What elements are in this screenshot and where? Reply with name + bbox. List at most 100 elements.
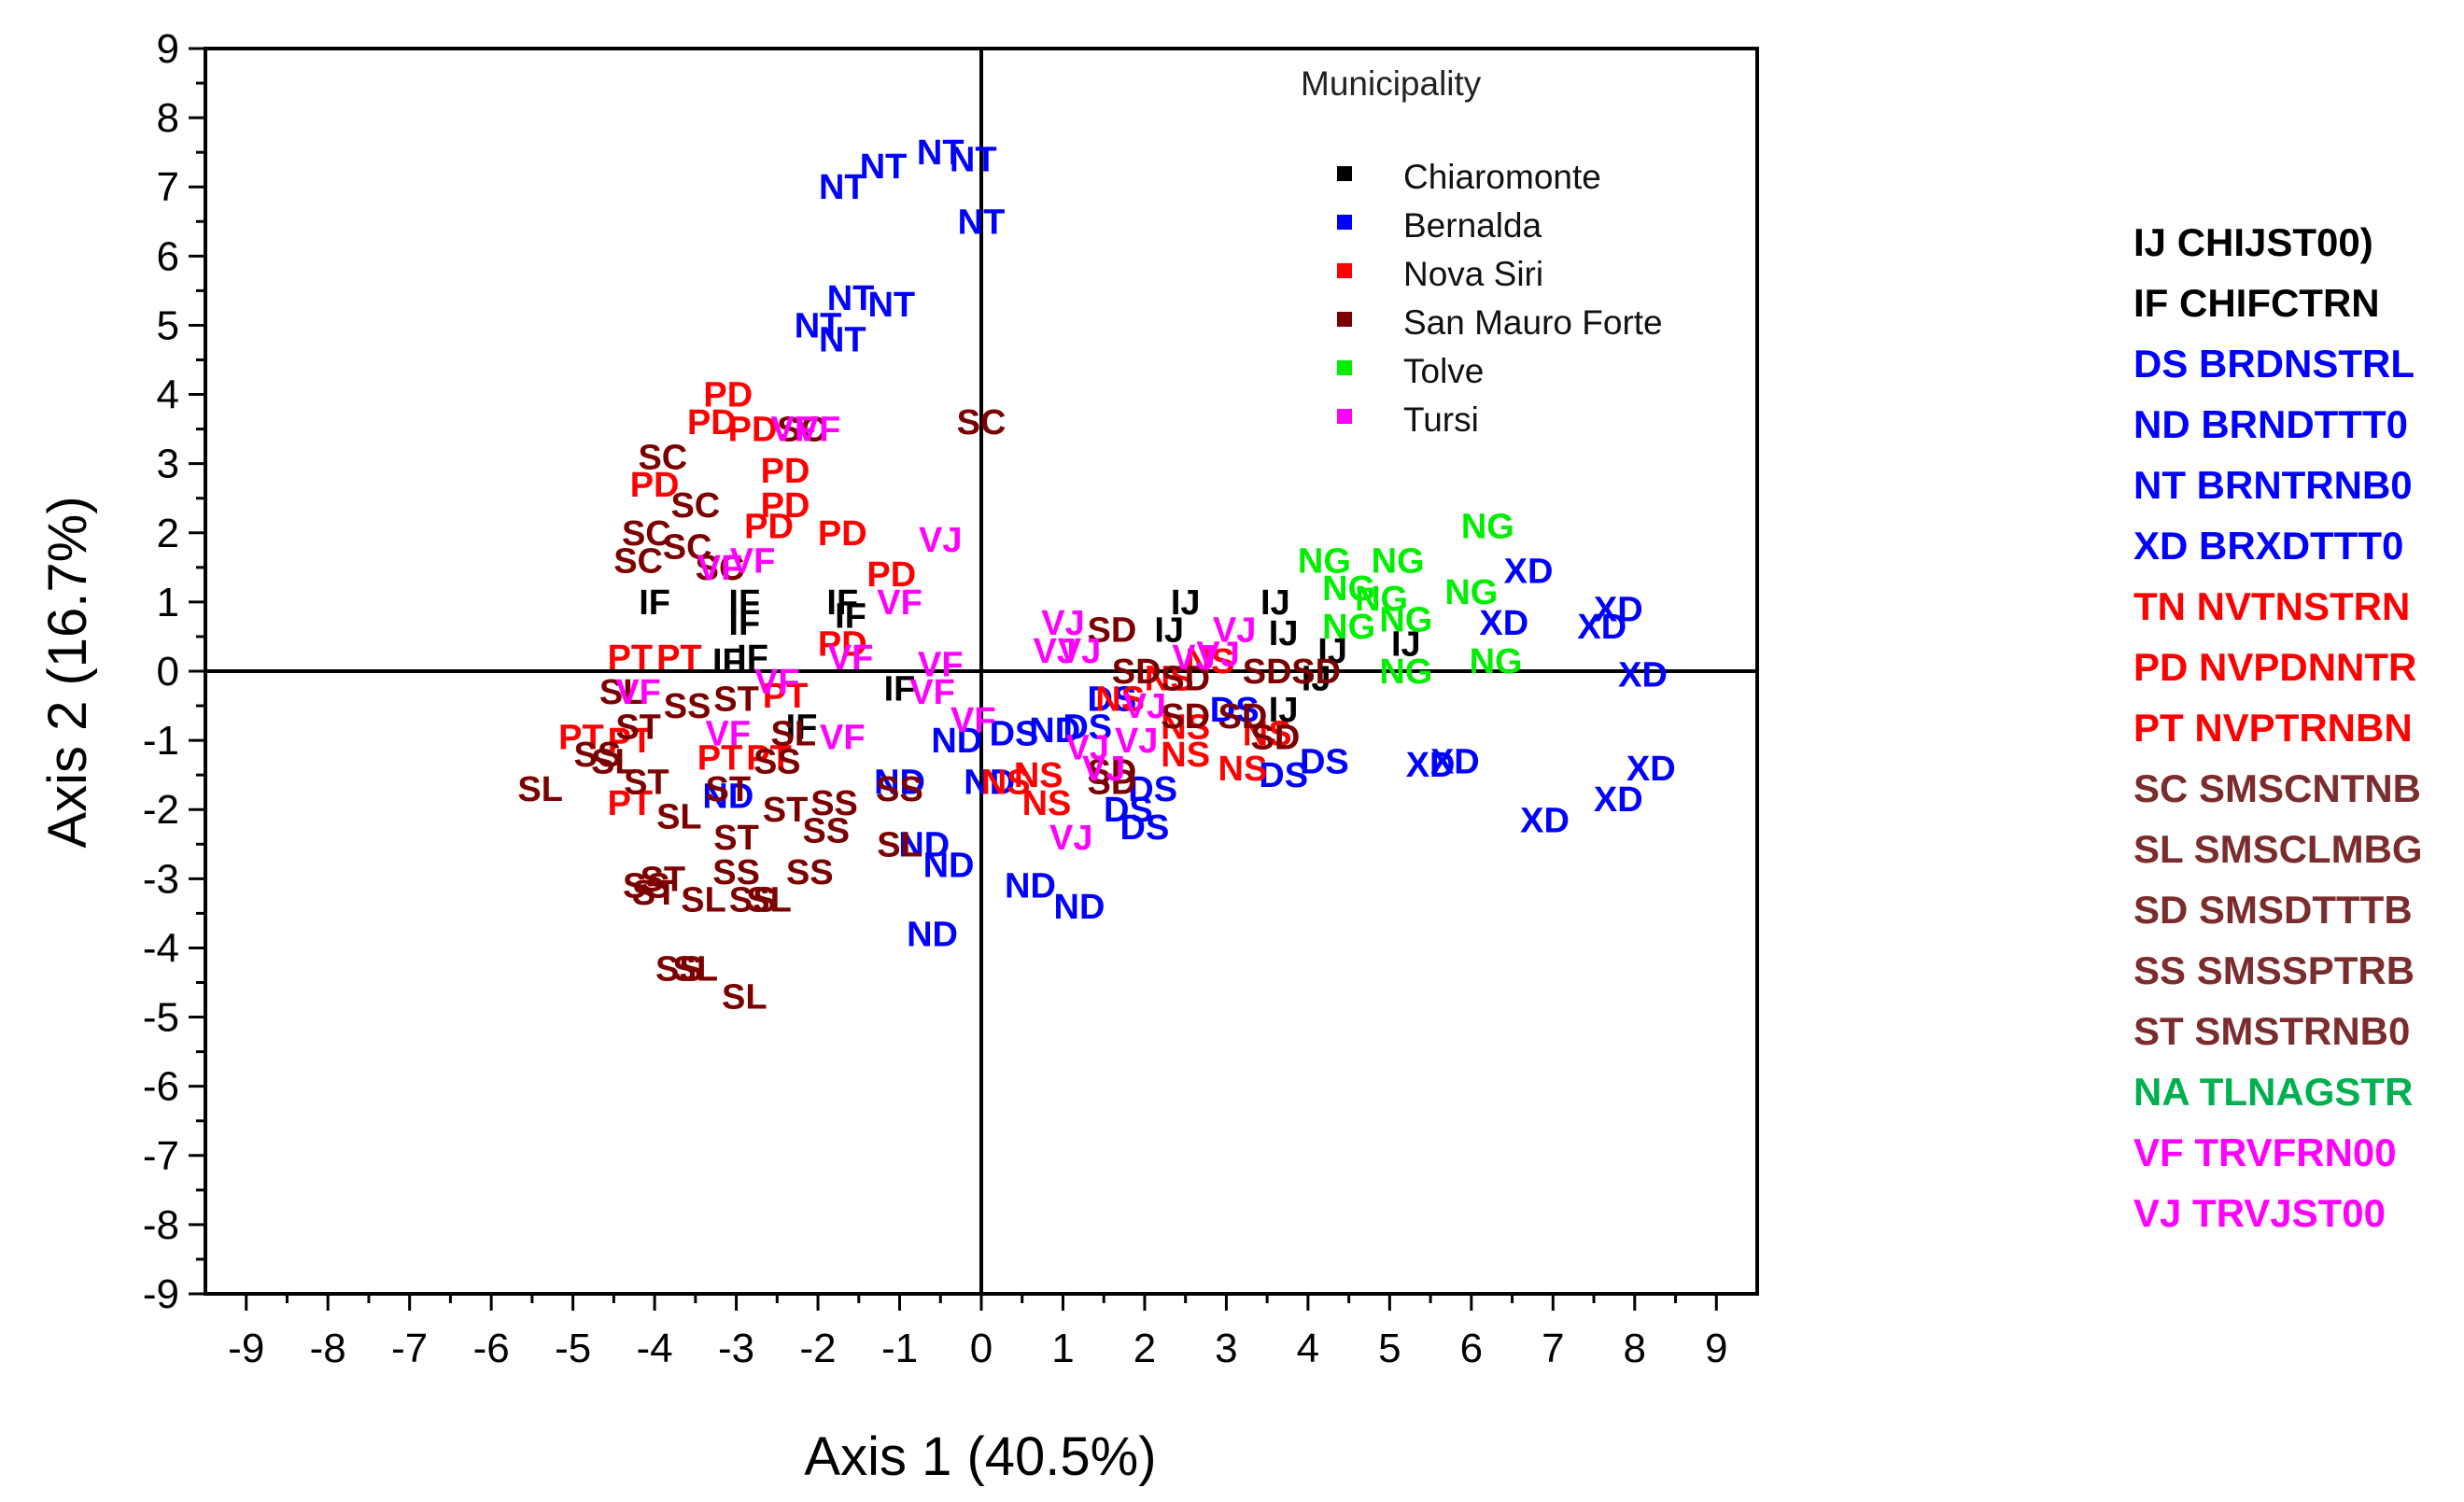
point-nt: NT <box>867 286 915 325</box>
y-tick-label: -3 <box>143 856 179 902</box>
point-vj: VJ <box>1115 722 1158 761</box>
point-if: IF <box>712 642 744 681</box>
y-tick-label: 3 <box>157 442 179 487</box>
key-item: IF CHIFCTRN <box>2133 281 2380 325</box>
y-tick-label: 2 <box>157 511 179 556</box>
point-sd: SD <box>1088 611 1137 651</box>
point-sl: SL <box>517 770 563 809</box>
point-xd: XD <box>1504 553 1554 592</box>
legend-label: Tursi <box>1403 400 1479 439</box>
x-tick-label: 6 <box>1460 1326 1483 1371</box>
y-tick-label: 4 <box>157 372 179 418</box>
point-ds: DS <box>1128 770 1177 809</box>
point-nd: ND <box>964 764 1015 803</box>
point-vj: VJ <box>1172 639 1215 678</box>
point-st: ST <box>615 708 661 747</box>
key-item: NT BRNTRNB0 <box>2133 463 2413 507</box>
y-tick-label: -5 <box>143 995 179 1041</box>
point-pt: PT <box>608 784 654 823</box>
point-sl: SL <box>746 881 792 920</box>
point-ss: SS <box>655 950 703 990</box>
point-ns: NS <box>1145 659 1194 698</box>
legend-label: Tolve <box>1403 352 1484 390</box>
point-pd: PD <box>744 507 794 546</box>
point-nt: NT <box>917 133 964 173</box>
point-if: IF <box>884 670 916 709</box>
point-vj: VJ <box>1033 632 1076 671</box>
point-ds: DS <box>990 715 1039 754</box>
point-ng: NG <box>1379 653 1432 692</box>
point-if: IF <box>728 583 760 623</box>
point-pd: PD <box>728 411 778 450</box>
point-xd: XD <box>1406 746 1456 785</box>
point-vj: VJ <box>1049 819 1092 858</box>
key-item: SC SMSCNTNB <box>2133 766 2421 810</box>
point-xd: XD <box>1618 656 1668 695</box>
point-sl: SL <box>673 950 719 990</box>
point-pd: PD <box>761 486 810 526</box>
point-pd: PD <box>630 466 680 505</box>
y-tick-label: 0 <box>157 649 179 695</box>
point-nd: ND <box>898 825 950 864</box>
key-item: SD SMSDTTTB <box>2133 888 2413 932</box>
y-tick-label: -8 <box>143 1202 179 1248</box>
y-tick-label: -6 <box>143 1064 179 1110</box>
point-ng: NG <box>1461 507 1514 546</box>
zero-lines <box>205 49 1757 1294</box>
point-ds: DS <box>1088 681 1137 720</box>
point-ns: NS <box>1186 642 1235 681</box>
point-pt: PT <box>697 739 743 779</box>
point-if: IF <box>728 604 760 643</box>
point-vf: VF <box>796 411 841 450</box>
point-ij: IJ <box>1260 583 1290 623</box>
point-pd: PD <box>818 514 867 554</box>
point-vj: VJ <box>1041 604 1084 643</box>
legend-swatch <box>1337 166 1352 181</box>
point-nd: ND <box>923 847 975 886</box>
point-sl: SL <box>599 673 645 712</box>
point-vf: VF <box>950 701 996 740</box>
key-item: PT NVPTRNBN <box>2133 706 2413 750</box>
point-sc: SC <box>613 541 663 581</box>
point-sd: SD <box>1161 659 1210 698</box>
point-ij: IJ <box>1269 691 1299 730</box>
point-ds: DS <box>1120 808 1170 848</box>
key-item: SL SMSCLMBG <box>2133 827 2423 871</box>
point-if: IF <box>786 708 818 747</box>
point-ng: NG <box>1379 600 1432 639</box>
point-pt: PT <box>746 739 792 779</box>
point-sc: SC <box>622 514 671 554</box>
key-item: DS BRDNSTRL <box>2133 342 2415 386</box>
x-tick-label: 2 <box>1133 1326 1156 1371</box>
point-vf: VF <box>697 549 743 588</box>
point-pt: PT <box>608 639 654 678</box>
point-pd: PD <box>703 376 753 415</box>
point-vf: VF <box>771 411 817 450</box>
point-vf: VF <box>754 663 800 702</box>
point-sd: SD <box>1251 718 1301 757</box>
point-sl: SL <box>771 715 817 754</box>
point-ss: SS <box>729 881 777 920</box>
point-pd: PD <box>818 625 867 664</box>
y-tick-label: 1 <box>157 580 179 625</box>
point-nt: NT <box>958 203 1006 242</box>
legend-label: San Mauro Forte <box>1403 303 1663 342</box>
legend: Municipality Chiaromonte Bernalda Nova Sir… <box>1301 64 1663 439</box>
point-xd: XD <box>1594 780 1643 820</box>
point-ng: NG <box>1298 541 1351 581</box>
point-vf: VF <box>918 646 964 685</box>
point-ss: SS <box>712 853 760 892</box>
point-xd: XD <box>1520 801 1570 840</box>
x-tick-label: 1 <box>1051 1326 1074 1371</box>
point-vf: VF <box>820 718 866 757</box>
point-sc: SC <box>957 403 1007 442</box>
x-tick-label: -6 <box>473 1326 510 1371</box>
point-sc: SC <box>663 528 712 568</box>
y-tick-label: -4 <box>143 925 179 971</box>
legend-swatch <box>1337 409 1352 424</box>
point-sl: SL <box>591 742 637 781</box>
point-ng: NG <box>1444 573 1498 612</box>
key-item: VF TRVFRN00 <box>2133 1130 2397 1174</box>
